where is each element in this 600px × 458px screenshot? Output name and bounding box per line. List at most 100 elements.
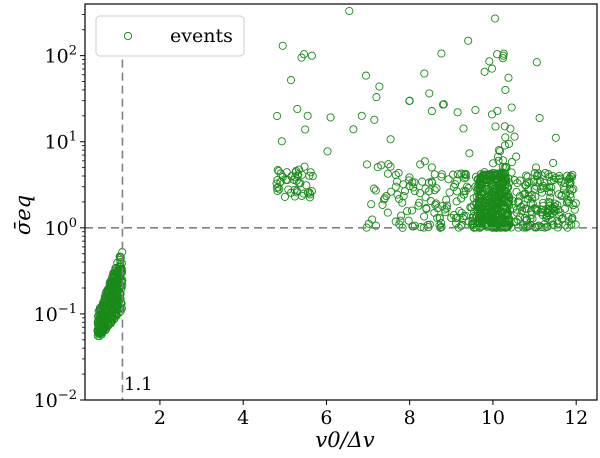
- data-point: [306, 190, 315, 199]
- data-point: [457, 220, 466, 229]
- data-point: [403, 207, 412, 216]
- data-point-outlier: [345, 6, 354, 16]
- data-point: [471, 105, 480, 115]
- data-point: [489, 208, 498, 217]
- data-point: [488, 213, 497, 222]
- data-point: [504, 218, 513, 227]
- data-point: [384, 160, 393, 169]
- data-point: [493, 203, 503, 212]
- data-point: [464, 36, 473, 45]
- data-point: [326, 113, 335, 122]
- data-point: [498, 182, 507, 191]
- data-point: [515, 176, 525, 185]
- data-point: [535, 113, 544, 123]
- x-tick-label: 10: [481, 407, 505, 429]
- data-point: [431, 199, 441, 208]
- data-point: [569, 201, 578, 210]
- data-point: [410, 187, 419, 196]
- data-point: [397, 211, 406, 220]
- data-point: [461, 173, 470, 182]
- y-axis-label: σ̄eq: [11, 195, 35, 235]
- data-point: [554, 175, 563, 184]
- legend-marker: [123, 31, 133, 41]
- data-point: [498, 169, 507, 178]
- x-axis-ticks: 2 4 6 8 10 12: [154, 400, 588, 429]
- data-point-outlier: [293, 104, 302, 114]
- data-point: [415, 189, 425, 198]
- data-point: [490, 190, 499, 199]
- data-point: [475, 184, 484, 193]
- data-point: [349, 125, 358, 134]
- data-point: [452, 197, 461, 206]
- data-point: [493, 152, 503, 161]
- data-point: [513, 215, 522, 224]
- data-point: [472, 205, 482, 214]
- data-point: [553, 219, 562, 228]
- data-point: [510, 132, 519, 141]
- data-point: [368, 215, 377, 224]
- y-tick-label: 102: [45, 44, 77, 68]
- data-point: [496, 170, 505, 180]
- data-point: [427, 107, 436, 116]
- y-tick-label: 10−2: [34, 388, 77, 412]
- data-point-outlier: [307, 51, 316, 60]
- data-point: [386, 135, 395, 144]
- data-points: [93, 6, 580, 341]
- data-point: [99, 300, 108, 310]
- data-point: [544, 187, 554, 196]
- data-point: [557, 177, 566, 187]
- data-point: [435, 214, 444, 223]
- data-point: [528, 194, 537, 203]
- data-point: [405, 182, 414, 191]
- data-point: [539, 198, 548, 207]
- data-point: [532, 182, 541, 191]
- data-point: [443, 201, 452, 210]
- data-point: [549, 158, 558, 167]
- x-tick-label: 2: [154, 407, 166, 429]
- data-point: [420, 157, 429, 166]
- data-point: [452, 176, 462, 185]
- x-tick-label: 6: [320, 407, 332, 429]
- data-point: [509, 204, 518, 213]
- data-point: [107, 284, 116, 293]
- annotation-vline-label: 1.1: [124, 374, 153, 395]
- data-point: [303, 188, 313, 197]
- data-point: [500, 122, 509, 131]
- data-point: [361, 71, 371, 80]
- data-point: [111, 278, 120, 287]
- data-point: [116, 262, 125, 272]
- data-point: [545, 182, 554, 191]
- reference-lines: [85, 59, 597, 400]
- x-tick-label: 8: [404, 407, 416, 429]
- data-point: [393, 190, 402, 199]
- data-point: [408, 222, 417, 231]
- data-point: [415, 198, 424, 207]
- data-point: [546, 193, 555, 202]
- data-point: [391, 182, 400, 191]
- data-point: [504, 73, 513, 82]
- data-point: [445, 188, 454, 197]
- data-point: [521, 181, 530, 190]
- data-point: [532, 58, 541, 67]
- data-point-outlier: [286, 76, 296, 85]
- data-point: [108, 297, 117, 306]
- data-point: [418, 177, 427, 186]
- data-point: [425, 89, 434, 98]
- data-point: [494, 146, 503, 155]
- data-point: [444, 175, 453, 184]
- data-point: [476, 173, 486, 182]
- data-point: [492, 222, 501, 231]
- data-point: [383, 169, 392, 178]
- data-point: [102, 308, 111, 317]
- y-tick-label: 101: [45, 130, 77, 154]
- data-point: [557, 191, 566, 200]
- data-point: [571, 220, 580, 229]
- data-point: [323, 147, 332, 156]
- data-point: [305, 193, 314, 202]
- data-point: [549, 221, 558, 230]
- data-point: [506, 124, 515, 133]
- data-point: [477, 217, 486, 226]
- data-point-outlier: [405, 96, 414, 105]
- data-point-outlier: [501, 85, 510, 94]
- data-point: [493, 170, 502, 180]
